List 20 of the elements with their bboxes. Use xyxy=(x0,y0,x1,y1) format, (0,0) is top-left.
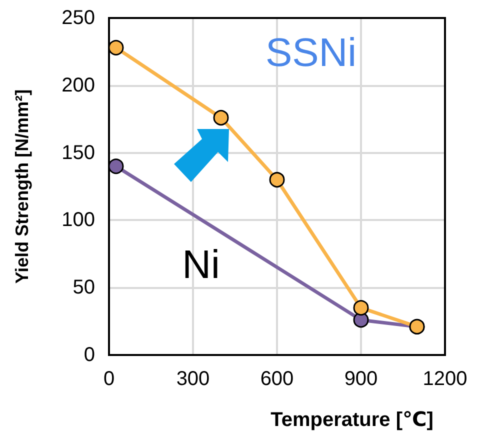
x-tick-label: 600 xyxy=(260,368,294,390)
y-tick-label: 250 xyxy=(62,7,95,29)
x-tick-label: 0 xyxy=(103,368,115,390)
x-tick-label: 1200 xyxy=(422,368,468,390)
y-tick-label: 0 xyxy=(84,344,95,366)
y-axis-title: Yield Strength [N/mm²] xyxy=(12,89,32,284)
point xyxy=(269,172,285,188)
x-tick-label: 900 xyxy=(344,368,378,390)
x-tick-label: 300 xyxy=(176,368,210,390)
y-tick-label: 50 xyxy=(72,276,95,299)
point xyxy=(108,40,124,56)
point xyxy=(108,158,124,174)
point xyxy=(353,300,369,316)
x-axis-title: Temperature [℃] xyxy=(270,409,434,431)
y-tick-label: 200 xyxy=(62,74,95,96)
y-tick-label: 100 xyxy=(62,209,95,232)
point xyxy=(213,110,229,126)
series-label: Ni xyxy=(182,242,220,287)
series-label: SSNi xyxy=(265,30,357,75)
y-tick-label: 150 xyxy=(62,142,95,164)
